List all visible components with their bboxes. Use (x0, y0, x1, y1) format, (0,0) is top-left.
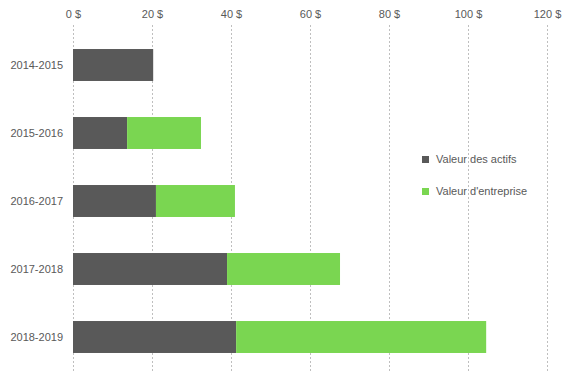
grid-line (468, 25, 469, 373)
category-label: 2016-2017 (10, 195, 63, 207)
bar (73, 49, 153, 81)
tick-label: 0 $ (66, 8, 81, 20)
tick-label: 20 $ (142, 8, 163, 20)
category-label: 2017-2018 (10, 263, 63, 275)
bar (73, 185, 156, 217)
category-label: 2018-2019 (10, 331, 63, 343)
tick-label: 120 $ (534, 8, 562, 20)
bar (156, 185, 235, 217)
legend-swatch (422, 188, 429, 195)
bar (236, 321, 486, 353)
grid-line (389, 25, 390, 373)
bar (73, 321, 236, 353)
category-label: 2015-2016 (10, 127, 63, 139)
grid-line (547, 25, 548, 373)
tick-label: 60 $ (300, 8, 321, 20)
grid-line (310, 25, 311, 373)
bar (227, 253, 340, 285)
bar (73, 253, 227, 285)
tick-label: 100 $ (455, 8, 483, 20)
legend-label: Valeur d'entreprise (436, 185, 527, 197)
chart-svg: 0 $ 20 $ 40 $ 60 $ 80 $ 100 $ 120 $ 2014-2015 20… (0, 0, 576, 388)
tick-label: 80 $ (379, 8, 400, 20)
tick-label: 40 $ (221, 8, 242, 20)
category-label: 2014-2015 (10, 59, 63, 71)
grid (74, 25, 548, 373)
legend-label: Valeur des actifs (436, 153, 517, 165)
chart-container: 0 $ 20 $ 40 $ 60 $ 80 $ 100 $ 120 $ 2014-2015 20… (0, 0, 576, 388)
bar (73, 117, 127, 149)
legend: Valeur des actifs Valeur d'entreprise (422, 153, 527, 197)
bars (73, 49, 486, 353)
legend-swatch (422, 156, 429, 163)
background (0, 0, 576, 388)
bar (127, 117, 201, 149)
